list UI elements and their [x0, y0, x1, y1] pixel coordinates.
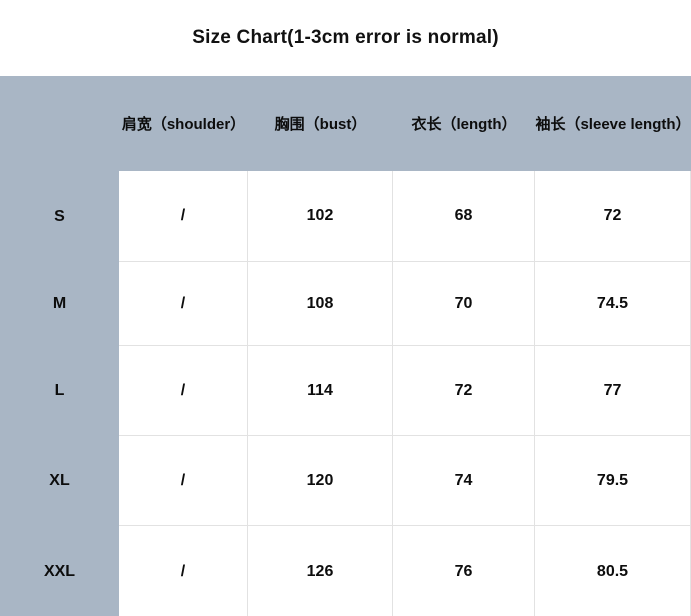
cell-s-shoulder: / — [119, 171, 248, 262]
cell-m-sleeve: 74.5 — [535, 262, 691, 346]
cell-s-bust: 102 — [248, 171, 393, 262]
column-header-length: 衣长（length） — [411, 116, 517, 133]
size-chart-table: 肩宽（shoulder） 胸围（bust） 衣长（length） 袖长（slee… — [0, 76, 691, 616]
cell-xl-bust: 120 — [248, 436, 393, 526]
table-row-xl: XL / 120 74 79.5 — [0, 436, 691, 526]
cell-l-bust: 114 — [248, 346, 393, 436]
cell-xl-sleeve: 79.5 — [535, 436, 691, 526]
cell-m-length: 70 — [393, 262, 535, 346]
cell-l-sleeve: 77 — [535, 346, 691, 436]
table-row-xxl: XXL / 126 76 80.5 — [0, 526, 691, 616]
page-title: Size Chart(1-3cm error is normal) — [192, 27, 499, 48]
cell-xl-length: 74 — [393, 436, 535, 526]
row-size-label: M — [52, 295, 67, 312]
title-band: Size Chart(1-3cm error is normal) — [0, 0, 691, 76]
column-header-bust: 胸围（bust） — [274, 116, 367, 133]
table-header-row: 肩宽（shoulder） 胸围（bust） 衣长（length） 袖长（slee… — [0, 76, 691, 171]
cell-m-bust: 108 — [248, 262, 393, 346]
column-header-sleeve-length: 袖长（sleeve length） — [535, 116, 691, 133]
column-header-shoulder: 肩宽（shoulder） — [121, 116, 246, 133]
table-row-s: S / 102 68 72 — [0, 171, 691, 262]
cell-s-length: 68 — [393, 171, 535, 262]
cell-l-length: 72 — [393, 346, 535, 436]
cell-xxl-shoulder: / — [119, 526, 248, 616]
row-size-label: XXL — [43, 563, 76, 580]
cell-xxl-length: 76 — [393, 526, 535, 616]
cell-xxl-bust: 126 — [248, 526, 393, 616]
cell-m-shoulder: / — [119, 262, 248, 346]
row-size-label: XL — [49, 472, 70, 489]
row-size-label: S — [54, 207, 65, 225]
corner-cell — [0, 76, 119, 171]
table-row-m: M / 108 70 74.5 — [0, 262, 691, 346]
table-row-l: L / 114 72 77 — [0, 346, 691, 436]
cell-s-sleeve: 72 — [535, 171, 691, 262]
cell-l-shoulder: / — [119, 346, 248, 436]
cell-xl-shoulder: / — [119, 436, 248, 526]
row-size-label: L — [54, 382, 65, 399]
cell-xxl-sleeve: 80.5 — [535, 526, 691, 616]
